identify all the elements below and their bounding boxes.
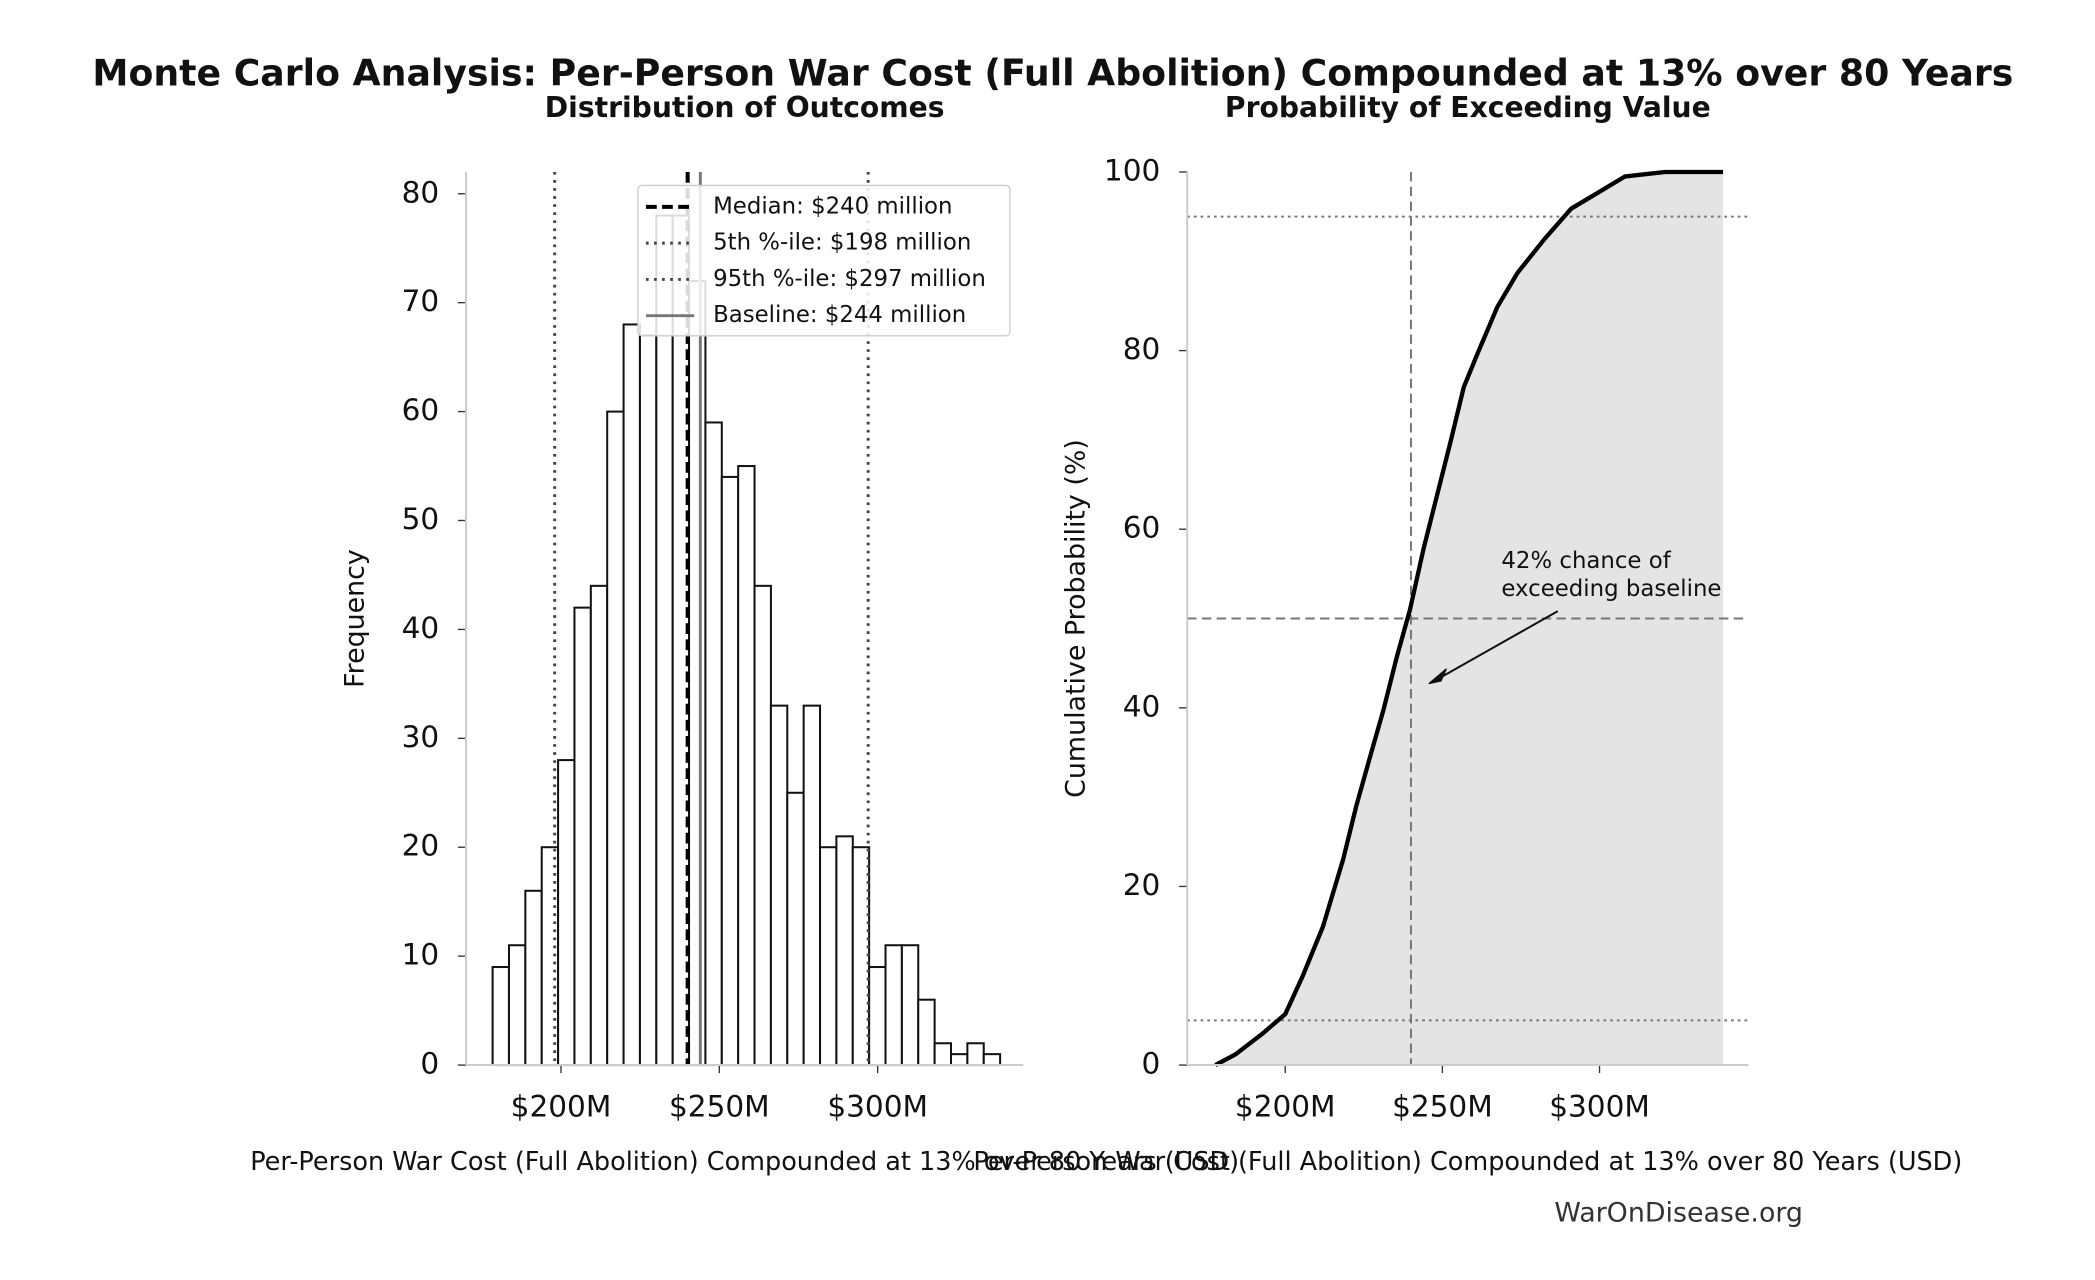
bar	[802, 704, 822, 1067]
y-tick-label: 80	[402, 175, 440, 209]
bar	[589, 584, 609, 1067]
annotation: exceeding baseline	[1501, 576, 1721, 602]
x-tick-label: $300M	[827, 1090, 928, 1124]
y-tick-label: 70	[402, 284, 440, 318]
bar	[622, 323, 641, 1067]
annotation: 42% chance of	[1501, 548, 1671, 574]
bar	[720, 475, 740, 1067]
bar	[982, 1053, 1002, 1067]
bar	[573, 606, 592, 1067]
bar	[819, 846, 838, 1067]
bar	[753, 584, 772, 1067]
bar	[835, 835, 854, 1067]
y-tick-label: 80	[1123, 332, 1161, 366]
y-tick-label: 60	[402, 393, 440, 427]
bar	[557, 759, 576, 1067]
bar	[704, 421, 723, 1067]
y-tick-label: 60	[1123, 511, 1161, 545]
subplot-title: Probability of Exceeding Value	[1225, 91, 1711, 124]
legend-label: Baseline: $244 million	[713, 302, 966, 328]
x-axis-label: Per-Person War Cost (Full Abolition) Com…	[973, 1147, 1962, 1177]
x-tick-label: $300M	[1549, 1090, 1650, 1124]
bar	[933, 1042, 953, 1067]
y-tick-label: 40	[402, 611, 440, 645]
legend-label: Median: $240 million	[713, 193, 952, 219]
bar	[638, 334, 658, 1067]
y-tick-label: 0	[1142, 1047, 1161, 1081]
footer: WarOnDisease.org	[1554, 1198, 1803, 1229]
y-tick-label: 50	[402, 502, 440, 536]
cdf-line	[1214, 169, 1724, 1067]
bar	[524, 889, 543, 1067]
chart-title: Monte Carlo Analysis: Per-Person War Cos…	[92, 51, 2013, 94]
bar	[786, 791, 805, 1067]
legend-label: 95th %-ile: $297 million	[713, 266, 986, 292]
subplot-title: Distribution of Outcomes	[545, 91, 945, 124]
legend-box	[637, 184, 1011, 337]
x-axis-label: Per-Person War Cost (Full Abolition) Com…	[250, 1147, 1239, 1177]
bar	[688, 279, 707, 1067]
annotation-arrow	[1433, 610, 1559, 682]
bar	[655, 214, 674, 1067]
bar	[884, 944, 903, 1067]
bar	[491, 966, 510, 1067]
y-tick-label: 40	[1123, 689, 1161, 723]
bar	[900, 944, 920, 1067]
y-tick-label: 20	[402, 829, 440, 863]
y-axis-label: Cumulative Probability (%)	[1061, 439, 1092, 798]
bar	[769, 704, 789, 1067]
bar	[737, 465, 756, 1067]
x-tick-label: $200M	[511, 1090, 612, 1124]
bar	[966, 1042, 985, 1067]
legend-label: 5th %-ile: $198 million	[713, 230, 971, 256]
bar	[507, 944, 527, 1067]
y-tick-label: 30	[402, 720, 440, 754]
y-tick-label: 20	[1123, 868, 1161, 902]
bar	[606, 410, 625, 1067]
bar	[917, 998, 936, 1067]
annotation-arrowhead	[1428, 668, 1447, 685]
legend: Median: $240 million 5th %-ile: $198 mill…	[637, 184, 1011, 337]
y-tick-label: 0	[420, 1047, 439, 1081]
bar	[868, 966, 887, 1067]
y-tick-label: 100	[1104, 153, 1160, 187]
y-tick-label: 10	[402, 938, 440, 972]
x-tick-label: $200M	[1235, 1090, 1336, 1124]
x-tick-label: $250M	[669, 1090, 770, 1124]
x-tick-label: $250M	[1392, 1090, 1493, 1124]
y-axis-label: Frequency	[339, 549, 370, 688]
bar	[949, 1053, 969, 1067]
